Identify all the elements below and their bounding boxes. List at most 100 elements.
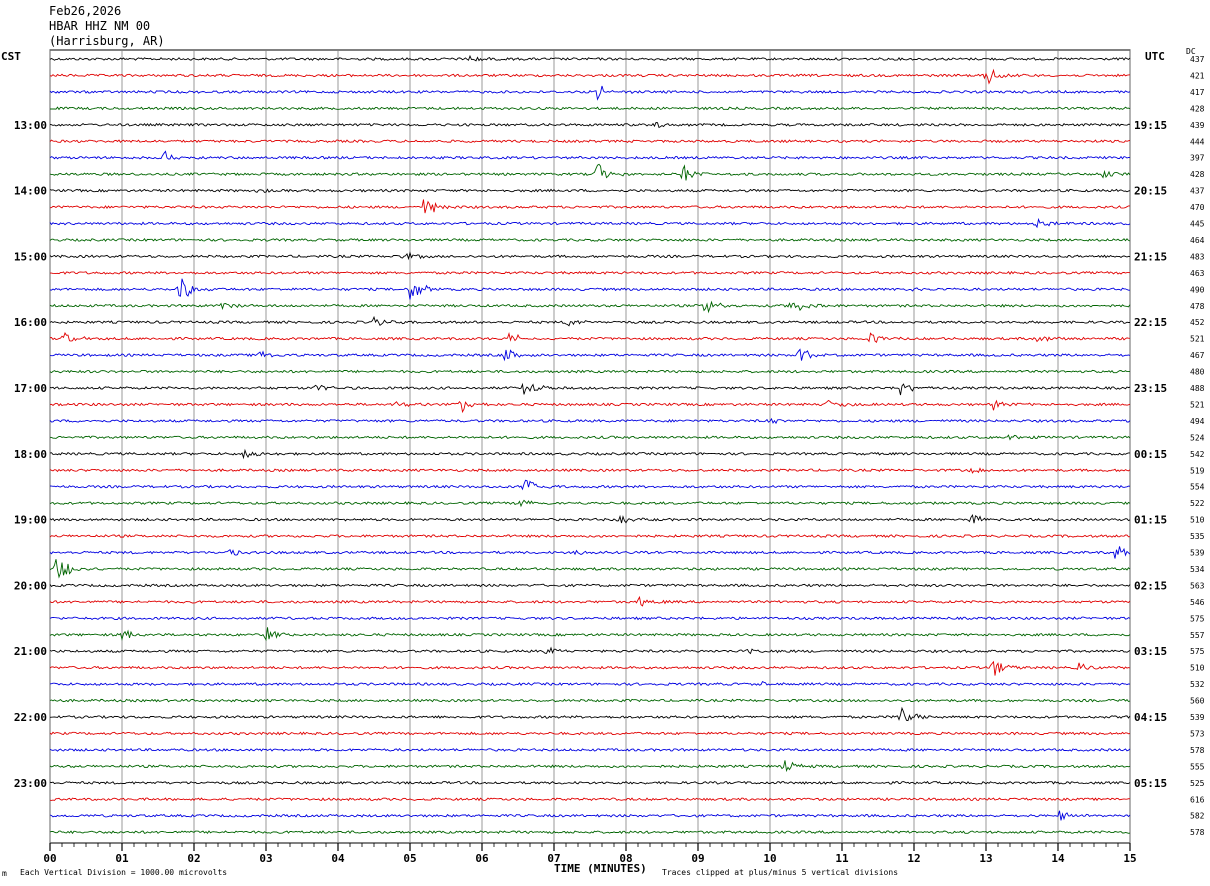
right-hour-label: 02:15: [1134, 579, 1167, 592]
dc-offset-label: 439: [1190, 121, 1205, 130]
dc-offset-label: 555: [1190, 762, 1205, 771]
dc-offset-label: 437: [1190, 55, 1205, 64]
trace-row: [49, 780, 1131, 785]
dc-offset-label: 519: [1190, 466, 1205, 475]
trace-row: [49, 731, 1131, 736]
trace-row: [49, 188, 1131, 193]
trace-row: [49, 382, 1131, 396]
dc-offset-label: 578: [1190, 746, 1205, 755]
clip-note: Traces clipped at plus/minus 5 vertical …: [662, 868, 899, 877]
dc-offset-label: 463: [1190, 269, 1205, 278]
dc-offset-label: 521: [1190, 335, 1205, 344]
trace-row: [49, 434, 1131, 441]
trace-row: [49, 479, 1131, 491]
corner-mark: m: [2, 869, 7, 878]
dc-offset-label: 417: [1190, 88, 1205, 97]
station-location: (Harrisburg, AR): [49, 34, 165, 48]
dc-offset-label: 467: [1190, 351, 1205, 360]
x-tick-label: 09: [691, 852, 704, 865]
left-hour-label: 15:00: [14, 250, 47, 263]
x-tick-label: 04: [331, 852, 345, 865]
dc-column-label: DC: [1186, 47, 1196, 56]
trace-row: [49, 616, 1131, 621]
left-hour-label: 19:00: [14, 514, 47, 527]
trace-row: [49, 513, 1131, 524]
right-hour-label: 01:15: [1134, 514, 1167, 527]
right-hour-label: 20:15: [1134, 185, 1167, 198]
plot-date: Feb26,2026: [49, 4, 122, 18]
dc-offset-label: 563: [1190, 581, 1205, 590]
left-hour-label: 13:00: [14, 119, 47, 132]
dc-offset-label: 582: [1190, 812, 1205, 821]
trace-row: [49, 646, 1131, 655]
trace-row: [49, 499, 1131, 508]
left-hour-label: 16:00: [14, 316, 47, 329]
dc-offset-label: 510: [1190, 516, 1205, 525]
left-hour-label: 14:00: [14, 185, 47, 198]
dc-offset-label: 452: [1190, 318, 1205, 327]
dc-offset-label: 480: [1190, 368, 1205, 377]
dc-offset-label: 444: [1190, 137, 1205, 146]
left-hour-label: 21:00: [14, 645, 47, 658]
right-hour-label: 21:15: [1134, 250, 1167, 263]
dc-offset-label: 578: [1190, 828, 1205, 837]
trace-row: [49, 238, 1131, 242]
plot-frame: [49, 49, 1131, 844]
grid: [49, 49, 1131, 851]
trace-row: [49, 760, 1131, 773]
trace-row: [49, 315, 1130, 327]
trace-row: [49, 595, 1131, 607]
dc-offset-label: 464: [1190, 236, 1205, 245]
x-tick-label: 06: [475, 852, 489, 865]
dc-offset-label: 546: [1190, 598, 1205, 607]
dc-offset-label: 437: [1190, 187, 1205, 196]
station-code: HBAR HHZ NM 00: [49, 19, 151, 33]
x-tick-label: 08: [619, 852, 632, 865]
trace-rows: [49, 54, 1131, 835]
dc-offset-label: 532: [1190, 680, 1205, 689]
dc-offset-label: 539: [1190, 549, 1205, 558]
trace-row: [50, 270, 1131, 275]
dc-offset-label: 542: [1190, 450, 1205, 459]
dc-offset-label: 575: [1190, 614, 1205, 623]
right-hour-label: 00:15: [1134, 448, 1167, 461]
dc-offset-label: 445: [1190, 220, 1205, 229]
trace-row: [49, 163, 1131, 181]
x-tick-label: 13: [979, 852, 992, 865]
x-axis-title: TIME (MINUTES): [554, 862, 647, 875]
x-tick-label: 10: [763, 852, 776, 865]
dc-offset-label: 560: [1190, 697, 1205, 706]
dc-offset-label: 478: [1190, 302, 1205, 311]
trace-row: [49, 348, 1131, 362]
x-tick-label: 03: [259, 852, 272, 865]
right-hour-label: 04:15: [1134, 711, 1167, 724]
trace-row: [49, 681, 1131, 687]
trace-row: [49, 150, 1131, 160]
dc-offset-label: 521: [1190, 400, 1205, 409]
dc-offset-label: 483: [1190, 252, 1205, 261]
left-hour-label: 17:00: [14, 382, 47, 395]
dc-offset-label: 573: [1190, 729, 1205, 738]
trace-row: [49, 747, 1131, 752]
right-hour-label: 22:15: [1134, 316, 1167, 329]
dc-offset-label: 428: [1190, 104, 1205, 113]
trace-row: [49, 122, 1131, 129]
dc-offset-label: 421: [1190, 71, 1205, 80]
trace-row: [49, 217, 1131, 229]
dc-offset-label: 428: [1190, 170, 1205, 179]
trace-row: [49, 251, 1131, 261]
right-hour-label: 19:15: [1134, 119, 1167, 132]
trace-row: [49, 559, 1131, 579]
trace-row: [49, 448, 1130, 460]
dc-offset-label: 539: [1190, 713, 1205, 722]
trace-row: [49, 810, 1131, 821]
dc-offset-label: 554: [1190, 483, 1205, 492]
dc-offset-label: 470: [1190, 203, 1205, 212]
trace-row: [49, 54, 1131, 62]
trace-row: [49, 627, 1131, 642]
dc-offset-label: 488: [1190, 384, 1205, 393]
trace-row: [49, 660, 1131, 676]
x-tick-label: 00: [43, 852, 56, 865]
trace-row: [49, 546, 1131, 559]
